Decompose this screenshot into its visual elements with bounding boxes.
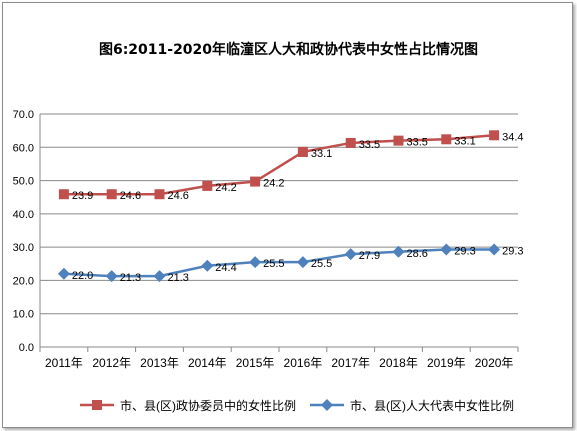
- x-tick-label: 2013年: [140, 356, 179, 370]
- legend-label: 市、县(区)政协委员中的女性比例: [120, 398, 296, 413]
- x-tick-label: 2014年: [188, 356, 227, 370]
- x-tick-label: 2012年: [92, 356, 131, 370]
- x-tick-label: 2011年: [45, 356, 83, 370]
- series-2: 22.0 21.3 21.3 24.4 25.5 25.5 27.9 28.6 29.3 29.3: [57, 243, 524, 284]
- data-point: [296, 256, 309, 269]
- data-label: 33.5: [407, 137, 428, 149]
- legend: 市、县(区)政协委员中的女性比例 市、县(区)人大代表中女性比例: [80, 398, 514, 413]
- data-label: 29.3: [502, 245, 523, 257]
- x-tick-label: 2018年: [379, 356, 418, 370]
- data-label: 24.6: [120, 190, 141, 202]
- legend-label: 市、县(区)人大代表中女性比例: [350, 398, 514, 413]
- axes: 0.0 10.0 20.0 30.0 40.0 50.0 60.0 70.0 2011年 2012…: [13, 109, 519, 370]
- data-point: [489, 130, 500, 141]
- data-label: 21.3: [168, 272, 189, 284]
- legend-marker: [321, 399, 333, 411]
- legend-marker: [92, 400, 102, 410]
- data-point: [441, 134, 452, 145]
- data-label: 27.9: [359, 250, 380, 262]
- series-group: 23.9 24.6 24.6 24.2 24.2 33.1 33.5 33.5 33.1 34.4…: [57, 130, 524, 284]
- series-line: [63, 134, 495, 196]
- data-label: 33.5: [359, 139, 380, 151]
- data-label: 33.1: [454, 135, 475, 147]
- data-label: 33.1: [311, 148, 332, 160]
- x-tick-label: 2016年: [284, 356, 323, 370]
- data-label: 22.0: [72, 270, 93, 282]
- x-tick-label: 2020年: [475, 356, 514, 370]
- data-label: 29.3: [454, 245, 475, 257]
- data-point: [202, 180, 213, 191]
- y-tick-label: 70.0: [13, 109, 34, 121]
- y-tick-label: 10.0: [13, 309, 34, 321]
- data-point: [58, 189, 69, 200]
- data-label: 24.6: [168, 190, 189, 202]
- x-tick-label: 2019年: [427, 356, 466, 370]
- series-1: 23.9 24.6 24.6 24.2 24.2 33.1 33.5 33.5 33.1 34.4: [58, 130, 524, 202]
- chart-frame: 图6:2011-2020年临潼区人大和政协代表中女性占比情况图: [2, 2, 573, 428]
- data-label: 24.4: [215, 262, 236, 274]
- data-point: [392, 245, 405, 258]
- data-label: 25.5: [263, 258, 284, 270]
- data-point: [344, 248, 357, 261]
- data-point: [106, 189, 117, 200]
- data-point: [201, 259, 214, 272]
- data-label: 23.9: [72, 190, 93, 202]
- chart-title: 图6:2011-2020年临潼区人大和政协代表中女性占比情况图: [98, 42, 479, 58]
- x-tick-label: 2015年: [236, 356, 275, 370]
- y-tick-label: 50.0: [13, 176, 34, 188]
- data-label: 24.2: [215, 182, 236, 194]
- data-point: [440, 243, 453, 256]
- data-label: 34.4: [502, 131, 523, 143]
- series-line: [63, 248, 495, 278]
- y-tick-label: 20.0: [13, 275, 34, 287]
- data-point: [488, 243, 501, 256]
- x-tick-label: 2017年: [331, 356, 370, 370]
- data-point: [345, 137, 356, 148]
- data-point: [297, 146, 308, 157]
- data-point: [57, 267, 70, 280]
- y-tick-label: 60.0: [13, 142, 34, 154]
- data-point: [250, 176, 261, 187]
- data-label: 25.5: [311, 258, 332, 270]
- y-tick-label: 40.0: [13, 209, 34, 221]
- data-point: [154, 189, 165, 200]
- data-point: [393, 135, 404, 146]
- legend-item-2: 市、县(区)人大代表中女性比例: [310, 398, 514, 413]
- data-point: [153, 270, 166, 283]
- data-label: 21.3: [120, 272, 141, 284]
- data-label: 24.2: [263, 178, 284, 190]
- y-tick-label: 30.0: [13, 242, 34, 254]
- data-label: 28.6: [407, 248, 428, 260]
- y-tick-label: 0.0: [19, 342, 34, 354]
- legend-item-1: 市、县(区)政协委员中的女性比例: [80, 398, 296, 413]
- data-point: [105, 270, 118, 283]
- data-point: [249, 256, 262, 269]
- grid-lines: [40, 113, 518, 315]
